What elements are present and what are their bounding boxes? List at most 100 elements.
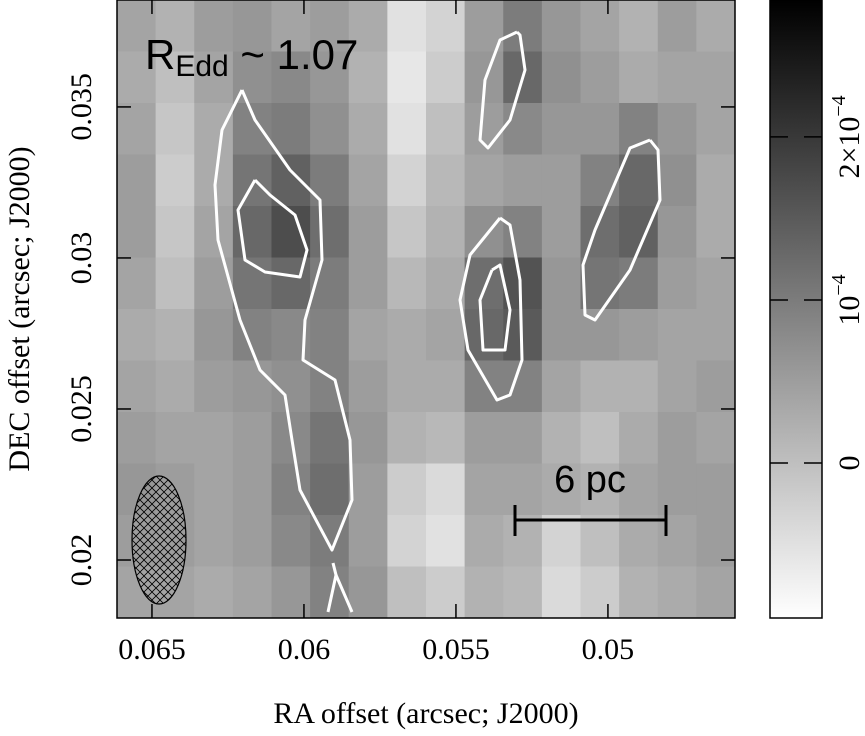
cell <box>348 0 388 53</box>
cell <box>348 566 388 618</box>
cell <box>657 103 697 156</box>
colorbar-tick-label: 2×10−4 <box>828 95 865 178</box>
cell <box>541 103 582 156</box>
cell <box>426 515 466 568</box>
cell <box>232 463 273 516</box>
cell <box>348 463 388 516</box>
contour <box>213 89 354 552</box>
cell <box>580 360 620 413</box>
cell <box>541 360 582 413</box>
cell <box>580 257 620 310</box>
cell <box>580 0 620 53</box>
beam <box>131 475 187 605</box>
cell <box>117 206 157 259</box>
cell <box>117 360 157 413</box>
cell <box>696 360 735 413</box>
cell <box>426 309 466 362</box>
cell <box>541 51 582 104</box>
cell <box>541 515 582 568</box>
cell <box>155 154 195 207</box>
cell <box>310 309 350 362</box>
cell <box>696 257 735 310</box>
y-tick-label: 0.035 <box>65 73 98 141</box>
cell <box>117 0 157 53</box>
cell <box>194 206 234 259</box>
cell <box>657 257 697 310</box>
cell <box>426 412 466 465</box>
cell <box>310 463 350 516</box>
cell <box>387 206 427 259</box>
y-tick-label: 0.03 <box>65 232 98 285</box>
cell <box>271 51 311 104</box>
plot-frame <box>116 0 736 619</box>
cell <box>232 0 273 53</box>
cell <box>464 412 504 465</box>
cell <box>387 257 427 310</box>
cell <box>619 463 659 516</box>
cell <box>348 103 388 156</box>
cell <box>426 154 466 207</box>
cell <box>271 515 311 568</box>
cell <box>310 51 350 104</box>
heatmap <box>117 0 735 618</box>
cell <box>194 154 234 207</box>
cell <box>541 206 582 259</box>
cell <box>271 103 311 156</box>
cell <box>232 515 273 568</box>
cell <box>194 515 234 568</box>
cell <box>387 515 427 568</box>
colorbar-tick-label: 0 <box>833 455 865 470</box>
cell <box>657 0 697 53</box>
cell <box>387 412 427 465</box>
cell <box>194 103 234 156</box>
cell <box>194 51 234 104</box>
cell <box>619 51 659 104</box>
contour <box>478 263 512 352</box>
cell <box>387 360 427 413</box>
cell <box>541 0 582 53</box>
cell <box>657 309 697 362</box>
cell <box>464 515 504 568</box>
cell <box>619 0 659 53</box>
contour <box>331 562 338 576</box>
cell <box>657 515 697 568</box>
cell <box>580 154 620 207</box>
cell <box>348 257 388 310</box>
y-axis-label: DEC offset (arcsec; J2000) <box>3 146 36 471</box>
cell <box>117 103 157 156</box>
cell <box>580 206 620 259</box>
cell <box>117 51 157 104</box>
x-axis-label: RA offset (arcsec; J2000) <box>273 697 578 730</box>
cell <box>696 154 735 207</box>
cell <box>696 463 735 516</box>
cell <box>541 566 582 618</box>
cell <box>271 154 311 207</box>
annotation-main: R <box>145 31 175 78</box>
cell <box>503 154 543 207</box>
cell <box>387 309 427 362</box>
annotation: REdd ~ 1.07 <box>145 31 358 83</box>
cell <box>696 309 735 362</box>
contour <box>236 178 309 279</box>
cell <box>194 360 234 413</box>
cell <box>619 257 659 310</box>
cell <box>580 103 620 156</box>
cell <box>194 463 234 516</box>
cell <box>310 206 350 259</box>
cell <box>271 566 311 618</box>
cell <box>541 412 582 465</box>
contour <box>458 216 524 402</box>
cell <box>155 103 195 156</box>
cell <box>464 309 504 362</box>
cell <box>155 51 195 104</box>
colorbar-tick-label: 10−4 <box>828 274 865 325</box>
cell <box>503 360 543 413</box>
contours <box>213 30 662 613</box>
cell <box>387 0 427 53</box>
cell <box>503 463 543 516</box>
cell <box>657 360 697 413</box>
cell <box>696 412 735 465</box>
cell <box>117 309 157 362</box>
cell <box>194 257 234 310</box>
